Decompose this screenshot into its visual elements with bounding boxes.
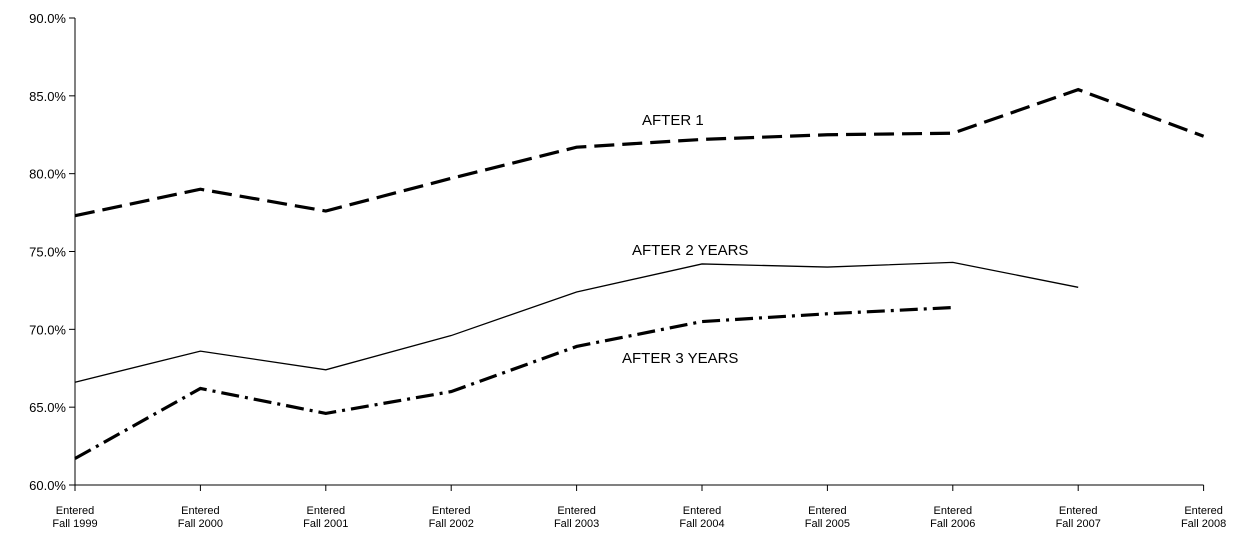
y-tick-label: 90.0% bbox=[29, 11, 66, 26]
x-tick-label: Entered bbox=[1184, 505, 1223, 517]
x-tick-label: Fall 2003 bbox=[554, 518, 599, 530]
series-label-3: AFTER 3 YEARS bbox=[622, 350, 738, 367]
series-line-2 bbox=[75, 262, 1078, 382]
series-label-1: AFTER 1 bbox=[642, 112, 704, 129]
y-tick-label: 85.0% bbox=[29, 89, 66, 104]
y-tick-label: 60.0% bbox=[29, 478, 66, 493]
y-tick-label: 80.0% bbox=[29, 167, 66, 182]
x-tick-label: Entered bbox=[56, 505, 95, 517]
y-tick-label: 70.0% bbox=[29, 322, 66, 337]
y-tick-label: 65.0% bbox=[29, 400, 66, 415]
x-tick-label: Fall 2001 bbox=[303, 518, 348, 530]
x-tick-label: Fall 2005 bbox=[805, 518, 850, 530]
x-tick-label: Entered bbox=[934, 505, 973, 517]
series-label-2: AFTER 2 YEARS bbox=[632, 242, 748, 259]
x-tick-label: Entered bbox=[307, 505, 346, 517]
x-tick-label: Fall 2008 bbox=[1181, 518, 1226, 530]
y-tick-label: 75.0% bbox=[29, 245, 66, 260]
x-tick-label: Fall 2002 bbox=[429, 518, 474, 530]
series-line-1 bbox=[75, 90, 1204, 216]
x-tick-label: Fall 2007 bbox=[1056, 518, 1101, 530]
x-tick-label: Entered bbox=[181, 505, 220, 517]
x-tick-label: Entered bbox=[432, 505, 471, 517]
x-tick-label: Fall 2004 bbox=[679, 518, 724, 530]
x-tick-label: Fall 2000 bbox=[178, 518, 223, 530]
x-tick-label: Entered bbox=[808, 505, 847, 517]
x-tick-label: Entered bbox=[683, 505, 722, 517]
series-line-3 bbox=[75, 308, 953, 459]
x-tick-label: Fall 2006 bbox=[930, 518, 975, 530]
x-tick-label: Fall 1999 bbox=[52, 518, 97, 530]
x-tick-label: Entered bbox=[1059, 505, 1098, 517]
x-tick-label: Entered bbox=[557, 505, 596, 517]
